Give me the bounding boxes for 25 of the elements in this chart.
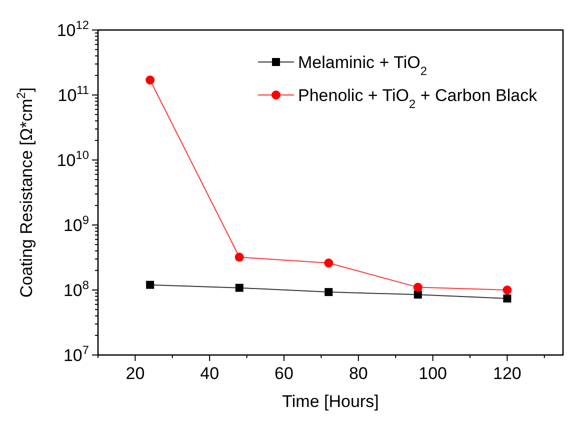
y-tick-label: 10$^{11}$: [58, 83, 90, 105]
point: [414, 290, 422, 299]
point: [502, 286, 512, 294]
x-tick-label: 120: [493, 364, 522, 383]
x-tick-label: 100: [418, 364, 447, 383]
x-tick-label: 80: [348, 364, 368, 383]
point: [324, 258, 334, 268]
y-tick-label: 10$^{12}$: [56, 18, 90, 40]
point: [235, 284, 244, 292]
point: [324, 288, 333, 296]
point: [234, 252, 244, 262]
x-tick-label: 20: [126, 364, 145, 383]
point: [146, 280, 154, 289]
x-axis-title: Time [Hours]: [282, 392, 379, 411]
point: [503, 294, 512, 302]
x-tick-label: 40: [200, 364, 220, 383]
y-tick-label: 10$^{7}$: [63, 343, 90, 365]
x-tick-label: 60: [274, 364, 294, 383]
point: [146, 76, 155, 85]
y-tick-label: 10$^{8}$: [63, 278, 90, 300]
legend-label: Phenolic + TiO$_{2}$ + Carbon Black: [298, 86, 538, 111]
legend-label: Melaminic + TiO$_{2}$: [298, 53, 428, 78]
point: [413, 282, 422, 292]
y-tick-label: 10$^{10}$: [56, 148, 90, 170]
y-tick-label: 10$^{9}$: [63, 213, 90, 235]
